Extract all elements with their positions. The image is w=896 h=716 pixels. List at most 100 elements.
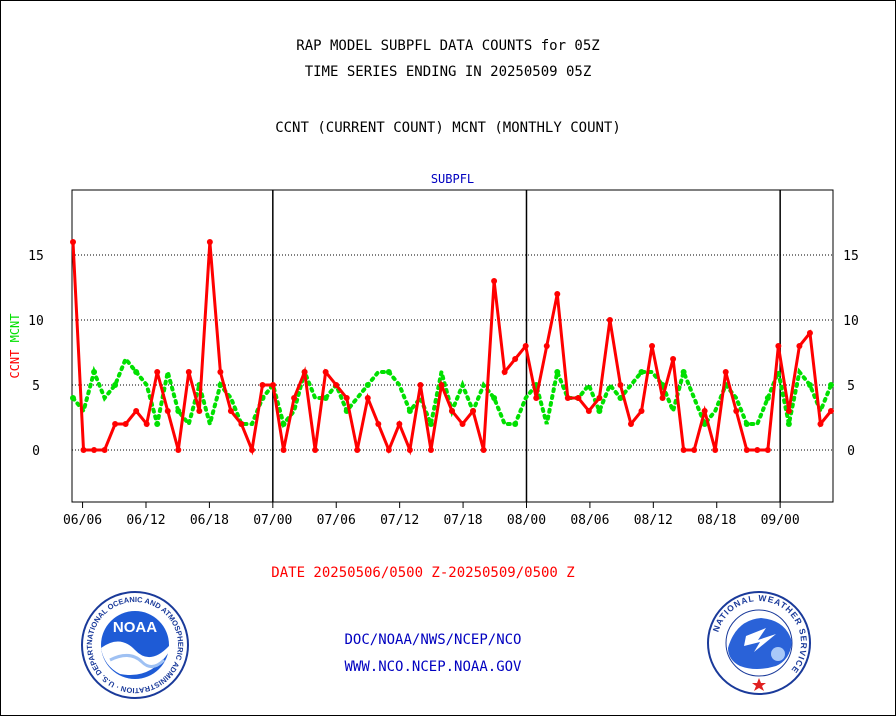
ccnt-point — [301, 369, 308, 375]
y-tick-label-right: 5 — [847, 379, 855, 394]
noaa-logo: NATIONAL OCEANIC AND ATMOSPHERIC ADMINIS… — [80, 590, 189, 699]
y-tick-label-right: 15 — [843, 249, 859, 264]
ccnt-point — [575, 395, 582, 401]
mcnt-point — [512, 421, 519, 427]
x-tick-label: 08/00 — [507, 513, 546, 528]
ccnt-point — [470, 408, 477, 414]
ccnt-point — [449, 408, 455, 414]
ccnt-point — [659, 395, 666, 401]
ccnt-point — [785, 408, 792, 414]
x-tick-label: 07/12 — [380, 513, 419, 528]
ccnt-point — [764, 447, 771, 453]
ccnt-point — [259, 382, 266, 388]
mcnt-point — [280, 421, 287, 427]
ccnt-point — [396, 421, 403, 427]
ccnt-point — [80, 447, 87, 453]
mcnt-point — [427, 421, 434, 427]
y-tick-label-left: 10 — [28, 314, 44, 329]
org-path-link[interactable]: DOC/NOAA/NWS/NCEP/NCO — [344, 632, 522, 648]
ccnt-point — [270, 382, 277, 388]
ccnt-point — [427, 447, 434, 453]
y-tick-label-right: 10 — [843, 314, 859, 329]
mcnt-point — [617, 395, 624, 401]
ccnt-point — [291, 395, 298, 401]
mcnt-point — [701, 421, 708, 427]
ccnt-point — [627, 421, 634, 427]
y-tick-label-left: 15 — [28, 249, 44, 264]
date-range-label: DATE 20250506/0500 Z-20250509/0500 Z — [271, 565, 575, 581]
ccnt-point — [248, 447, 255, 453]
ccnt-point — [280, 447, 287, 453]
panel-title: SUBPFL — [431, 172, 474, 186]
x-tick-label: 06/18 — [190, 513, 229, 528]
ccnt-point — [227, 408, 234, 414]
ccnt-point — [775, 343, 782, 349]
mcnt-point — [154, 421, 161, 427]
ccnt-point — [564, 395, 571, 401]
mcnt-point — [491, 395, 498, 401]
ccnt-point — [175, 447, 182, 453]
y-tick-label-right: 0 — [847, 444, 855, 459]
ccnt-point — [796, 343, 803, 349]
ccnt-point — [712, 447, 719, 453]
ccnt-point — [512, 356, 519, 362]
ccnt-point — [638, 408, 645, 414]
ccnt-point — [733, 408, 740, 414]
x-tick-label: 08/18 — [697, 513, 736, 528]
ccnt-point — [543, 343, 550, 349]
plot-frame — [71, 189, 834, 503]
ccnt-point — [743, 447, 750, 453]
ccnt-point — [533, 395, 540, 401]
mcnt-point — [743, 421, 750, 427]
ccnt-point — [522, 343, 529, 349]
chart-title-line1: RAP MODEL SUBPFL DATA COUNTS for 05Z — [296, 38, 600, 54]
x-tick-label: 07/06 — [317, 513, 356, 528]
mcnt-point — [133, 369, 140, 375]
ccnt-point — [70, 239, 76, 245]
x-tick-label: 09/00 — [761, 513, 800, 528]
ccnt-point — [185, 369, 192, 375]
y-axis-label-ccnt: CCNT — [8, 342, 22, 378]
ccnt-point — [480, 447, 487, 453]
ccnt-point — [754, 447, 761, 453]
ccnt-point — [606, 317, 613, 323]
mcnt-point — [680, 369, 687, 375]
ccnt-point — [722, 369, 729, 375]
ccnt-point — [417, 382, 424, 388]
ccnt-point — [322, 369, 329, 375]
mcnt-point — [322, 395, 329, 401]
y-tick-label-left: 0 — [32, 444, 40, 459]
ccnt-point — [375, 421, 382, 427]
ccnt-point — [459, 421, 466, 427]
mcnt-point — [91, 369, 98, 375]
ccnt-point — [691, 447, 698, 453]
ccnt-point — [91, 447, 98, 453]
ccnt-point — [196, 408, 203, 414]
x-tick-label: 08/12 — [634, 513, 673, 528]
ccnt-point — [670, 356, 677, 362]
ccnt-point — [406, 447, 413, 453]
ccnt-point — [701, 408, 708, 414]
ccnt-point — [617, 382, 624, 388]
ccnt-point — [206, 239, 213, 245]
mcnt-point — [112, 382, 119, 388]
ccnt-point — [133, 408, 140, 414]
ccnt-point — [354, 447, 361, 453]
x-tick-label: 06/12 — [126, 513, 165, 528]
y-tick-label-left: 5 — [32, 379, 40, 394]
mcnt-point — [385, 369, 392, 375]
ccnt-point — [112, 421, 119, 427]
chart-subtitle: CCNT (CURRENT COUNT) MCNT (MONTHLY COUNT… — [275, 120, 621, 136]
ccnt-point — [343, 395, 350, 401]
y-axis-label-mcnt: MCNT — [8, 313, 22, 342]
mcnt-point — [638, 369, 645, 375]
ccnt-point — [312, 447, 319, 453]
website-link[interactable]: WWW.NCO.NCEP.NOAA.GOV — [344, 659, 522, 675]
ccnt-point — [164, 408, 171, 414]
ccnt-point — [364, 395, 371, 401]
ccnt-point — [101, 447, 108, 453]
ccnt-point — [828, 408, 834, 414]
ccnt-point — [154, 369, 161, 375]
ccnt-point — [649, 343, 656, 349]
